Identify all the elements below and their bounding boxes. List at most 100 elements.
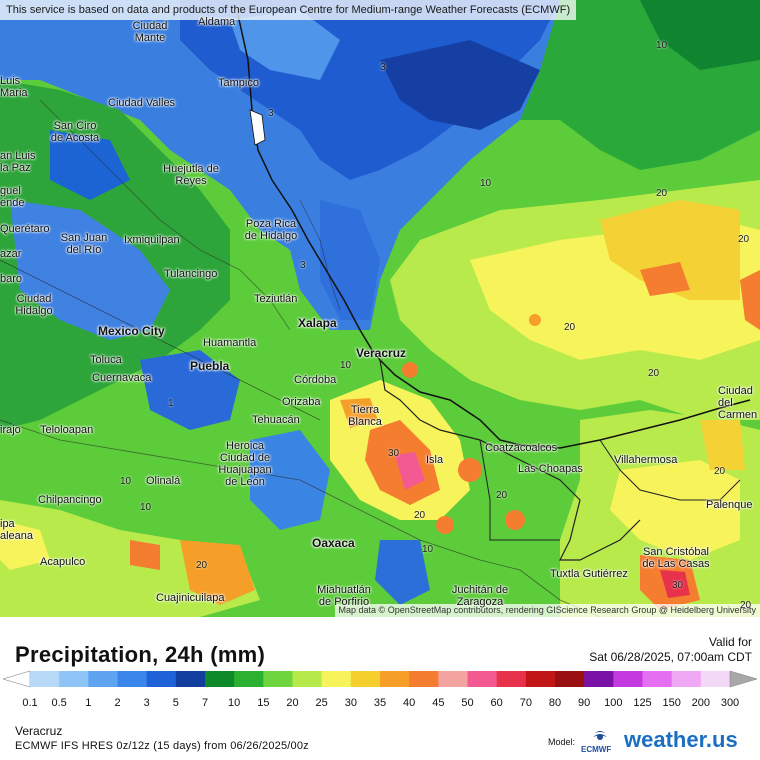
contour-label: 20 (648, 368, 660, 379)
city-label: Huamantla (203, 337, 257, 349)
precipitation-field (0, 0, 760, 617)
city-label: Orizaba (282, 396, 321, 408)
city-label: Ciudad Valles (108, 97, 176, 109)
osm-attribution[interactable]: Map data © OpenStreetMap contributors, r… (334, 604, 760, 617)
scale-swatch (555, 671, 585, 687)
scale-swatch (205, 671, 235, 687)
contour-label: 20 (740, 600, 752, 611)
scale-swatch (409, 671, 439, 687)
scale-swatch (30, 671, 60, 687)
scale-tick-label: 35 (373, 697, 387, 709)
scale-tick-label: 100 (604, 697, 623, 709)
contour-label: 3 (380, 62, 386, 73)
weather-us-logo[interactable]: weather.us (624, 727, 738, 752)
city-label: Aldama (198, 16, 236, 28)
city-label: Ciudad del Carmen (718, 385, 758, 421)
contour-label: 20 (714, 466, 726, 477)
city-label: azar (0, 248, 22, 260)
city-label: Puebla (190, 359, 230, 373)
city-label: Ciudad Hidalgo (15, 293, 53, 317)
city-label: Cuajinicuilapa (156, 592, 225, 604)
scale-swatch (700, 671, 731, 687)
scale-swatch (525, 671, 556, 687)
scale-tick-label: 20 (286, 697, 299, 709)
scale-tick-label: 300 (720, 697, 740, 709)
scale-tick-label: 7 (201, 697, 209, 709)
contour-label: 10 (340, 360, 352, 371)
city-label: Villahermosa (614, 454, 678, 466)
scale-swatch (380, 671, 410, 687)
color-scale-bar (3, 670, 757, 688)
contour-label: 20 (656, 188, 668, 199)
city-label: Palenque (706, 499, 753, 511)
city-label: Tampico (218, 77, 259, 89)
city-label: San Ciro de Acosta (50, 120, 100, 144)
contour-label: 20 (564, 322, 576, 333)
scale-swatch (59, 671, 89, 687)
scale-tick-label: 5 (172, 697, 179, 709)
scale-swatch (321, 671, 352, 687)
city-label: Toluca (90, 354, 122, 366)
scale-high-arrow (729, 670, 757, 688)
city-label: Oaxaca (312, 536, 355, 550)
scale-swatch (263, 671, 293, 687)
city-label: Heroica Ciudad de Huajuapan de León (218, 440, 272, 488)
city-label: baro (0, 273, 23, 285)
map-footer: Precipitation, 24h (mm) Valid for Sat 06… (0, 617, 760, 760)
city-label: Coatzacoalcos (485, 442, 558, 454)
scale-swatch (671, 671, 702, 687)
contour-label: 10 (480, 178, 492, 189)
scale-tick-label: 150 (662, 697, 681, 709)
contour-label: 1 (168, 398, 174, 409)
scale-tick-label: 0.5 (51, 697, 67, 709)
contour-label: 20 (738, 234, 750, 245)
scale-swatch (117, 671, 148, 687)
scale-tick-label: 2 (114, 697, 121, 709)
scale-tick-label: 15 (257, 697, 270, 709)
city-label: Tehuacán (252, 414, 300, 426)
city-label: Juchitán de Zaragoza (451, 584, 509, 608)
contour-label: 10 (656, 40, 668, 51)
model-label: Model: (548, 737, 576, 747)
scale-tick-label: 0.1 (22, 697, 38, 709)
city-label: Tuxtla Gutiérrez (550, 568, 628, 580)
city-label: guel ende (0, 185, 25, 209)
valid-time: Valid for Sat 06/28/2025, 07:00am CDT (589, 635, 752, 665)
model-info: ECMWF IFS HRES 0z/12z (15 days) from 06/… (15, 740, 309, 752)
scale-tick-label: 50 (461, 697, 474, 709)
valid-label: Valid for (708, 635, 752, 649)
city-label: Isla (426, 454, 444, 466)
scale-tick-label: 80 (548, 697, 562, 709)
city-label: Tulancingo (164, 268, 218, 280)
ecmwf-logo-text: ECMWF (581, 745, 612, 754)
scale-swatch (584, 671, 614, 687)
scale-swatch (350, 671, 381, 687)
city-label: Acapulco (40, 556, 86, 568)
ecmwf-attribution: This service is based on data and produc… (0, 0, 577, 20)
city-label: Tierra Blanca (348, 404, 382, 428)
city-label: Olinalá (146, 475, 181, 487)
city-label: Huejutla de Reyes (163, 163, 219, 187)
city-label: irajo (0, 424, 21, 436)
scale-tick-label: 10 (228, 697, 241, 709)
city-label: Poza Rica de Hidalgo (244, 218, 298, 242)
scale-tick-label: 200 (691, 697, 711, 709)
scale-swatch (467, 671, 498, 687)
ecmwf-logo (593, 731, 607, 740)
precipitation-map[interactable]: This service is based on data and produc… (0, 0, 760, 617)
contour-label: 20 (496, 490, 508, 501)
city-label: Mexico City (98, 324, 165, 338)
contour-label: 30 (388, 448, 400, 459)
scale-swatch (175, 671, 206, 687)
scale-tick-label: 3 (143, 697, 150, 709)
map-title: Precipitation, 24h (mm) (15, 642, 266, 667)
city-label: Ciudad Mante (132, 20, 168, 44)
valid-datetime: Sat 06/28/2025, 07:00am CDT (589, 650, 752, 664)
scale-swatch (642, 671, 673, 687)
contour-label: 20 (196, 560, 208, 571)
color-scale-ticks: 0.1 0.5 1 2 3 5 7 10 15 20 25 30 35 40 45 50 60 70 80 90 100… (0, 697, 760, 711)
city-label: Querétaro (0, 223, 50, 235)
contour-label: 3 (268, 108, 274, 119)
city-label: Ixmiquilpan (124, 234, 180, 246)
contour-label: 10 (140, 502, 152, 513)
